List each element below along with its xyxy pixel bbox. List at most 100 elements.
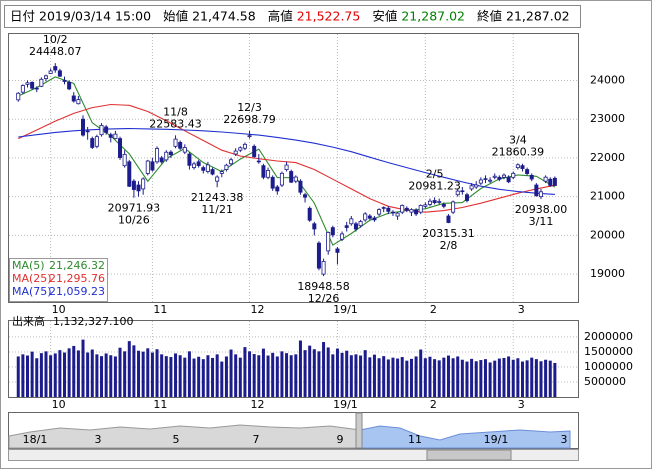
y-tick-label: 24000	[590, 73, 625, 86]
candle-body	[423, 204, 428, 207]
candle-body	[229, 159, 234, 165]
volume-bar	[49, 355, 53, 397]
volume-bar	[520, 361, 524, 397]
candle-body	[279, 172, 284, 186]
header-label: 安値	[372, 9, 397, 24]
volume-bar	[100, 356, 104, 397]
annotation-value: 21860.39	[492, 145, 545, 158]
header-label: 始値	[163, 9, 188, 24]
x-tick-label: 10	[52, 398, 66, 411]
volume-bar	[146, 348, 150, 397]
volume-bar	[266, 355, 270, 397]
volume-bar	[141, 351, 145, 397]
volume-bar	[248, 351, 252, 397]
scroll-thumb[interactable]	[426, 449, 512, 461]
candle-body	[284, 164, 289, 170]
header-label: 高値	[268, 9, 293, 24]
volume-bar	[423, 358, 427, 397]
candle-body	[418, 205, 423, 213]
candle-body	[506, 176, 511, 183]
header-value: 21,522.75	[297, 9, 361, 24]
x-tick-label: 11	[153, 303, 167, 316]
y-tick-label: 19000	[590, 267, 625, 280]
volume-bar	[553, 362, 557, 397]
volume-bar	[331, 354, 335, 397]
volume-bar	[275, 356, 279, 397]
candle-body	[53, 66, 58, 71]
candle-body	[275, 186, 280, 192]
navigator-handle[interactable]	[355, 412, 363, 449]
volume-bar	[118, 347, 122, 397]
volume-bar	[35, 358, 39, 397]
volume-bar	[261, 348, 265, 397]
volume-bar	[451, 358, 455, 397]
volume-bar	[137, 350, 141, 397]
volume-bar	[539, 361, 543, 397]
x-tick-label: 12	[251, 303, 265, 316]
navigator-range	[359, 425, 571, 449]
candle-body	[492, 175, 497, 178]
candle-body	[437, 201, 442, 203]
volume-bar	[229, 349, 233, 397]
candle-body	[48, 70, 53, 74]
scrollbar[interactable]	[8, 449, 579, 461]
candle-body	[178, 142, 183, 149]
x-tick-label: 3	[518, 303, 525, 316]
volume-bar	[465, 361, 469, 397]
volume-bar	[53, 353, 57, 397]
volume-bar	[234, 354, 238, 397]
header-value: 21,287.02	[506, 9, 570, 24]
volume-bar	[58, 350, 62, 397]
y-tick-label: 22000	[590, 151, 625, 164]
candle-body	[173, 138, 178, 147]
volume-bar	[419, 349, 423, 397]
volume-bar	[294, 354, 298, 397]
volume-bar	[206, 355, 210, 397]
volume-last: 1,132,327.100	[53, 315, 133, 328]
volume-bar	[178, 355, 182, 397]
volume-bar	[215, 354, 219, 397]
volume-bar	[317, 351, 321, 397]
candle-body	[192, 163, 197, 169]
candle-body	[335, 248, 340, 253]
annotation-value: 22698.79	[223, 113, 276, 126]
volume-bar	[446, 355, 450, 397]
candle-body	[233, 150, 238, 155]
volume-bar	[238, 357, 242, 397]
navigator-label: 3	[561, 433, 568, 446]
candle-body	[164, 151, 169, 161]
candle-body	[261, 165, 266, 178]
candle-body	[99, 124, 104, 136]
candle-body	[85, 130, 90, 133]
x-tick-label: 3	[518, 398, 525, 411]
y-tick-label: 20000	[590, 228, 625, 241]
volume-bar	[95, 354, 99, 397]
volume-bar	[197, 356, 201, 397]
candle-body	[113, 133, 118, 139]
candle-body	[400, 205, 405, 213]
volume-tick-label: 1500000	[584, 345, 633, 358]
candle-body	[377, 209, 382, 215]
candle-body	[298, 180, 303, 193]
candle-body	[25, 82, 30, 85]
candle-body	[270, 176, 275, 189]
volume-bar	[67, 348, 71, 397]
candle-body	[131, 180, 136, 190]
annotation-value: 22583.43	[149, 117, 202, 130]
navigator-label: 7	[253, 433, 260, 446]
candle-body	[427, 200, 432, 205]
volume-bar	[123, 351, 127, 397]
candle-body	[159, 157, 164, 163]
volume-bar	[16, 356, 20, 397]
annotation-value: 18948.58	[297, 280, 350, 293]
ma-line	[18, 103, 556, 213]
candle-body	[353, 223, 358, 230]
volume-bar	[326, 347, 330, 397]
legend-name: MA(75)	[12, 285, 52, 298]
candle-body	[39, 78, 44, 87]
legend-value: 21,246.32	[49, 259, 105, 272]
annotation-date: 3/4	[509, 133, 527, 146]
volume-bar	[312, 349, 316, 397]
candle-body	[108, 134, 113, 138]
navigator-label: 5	[173, 433, 180, 446]
